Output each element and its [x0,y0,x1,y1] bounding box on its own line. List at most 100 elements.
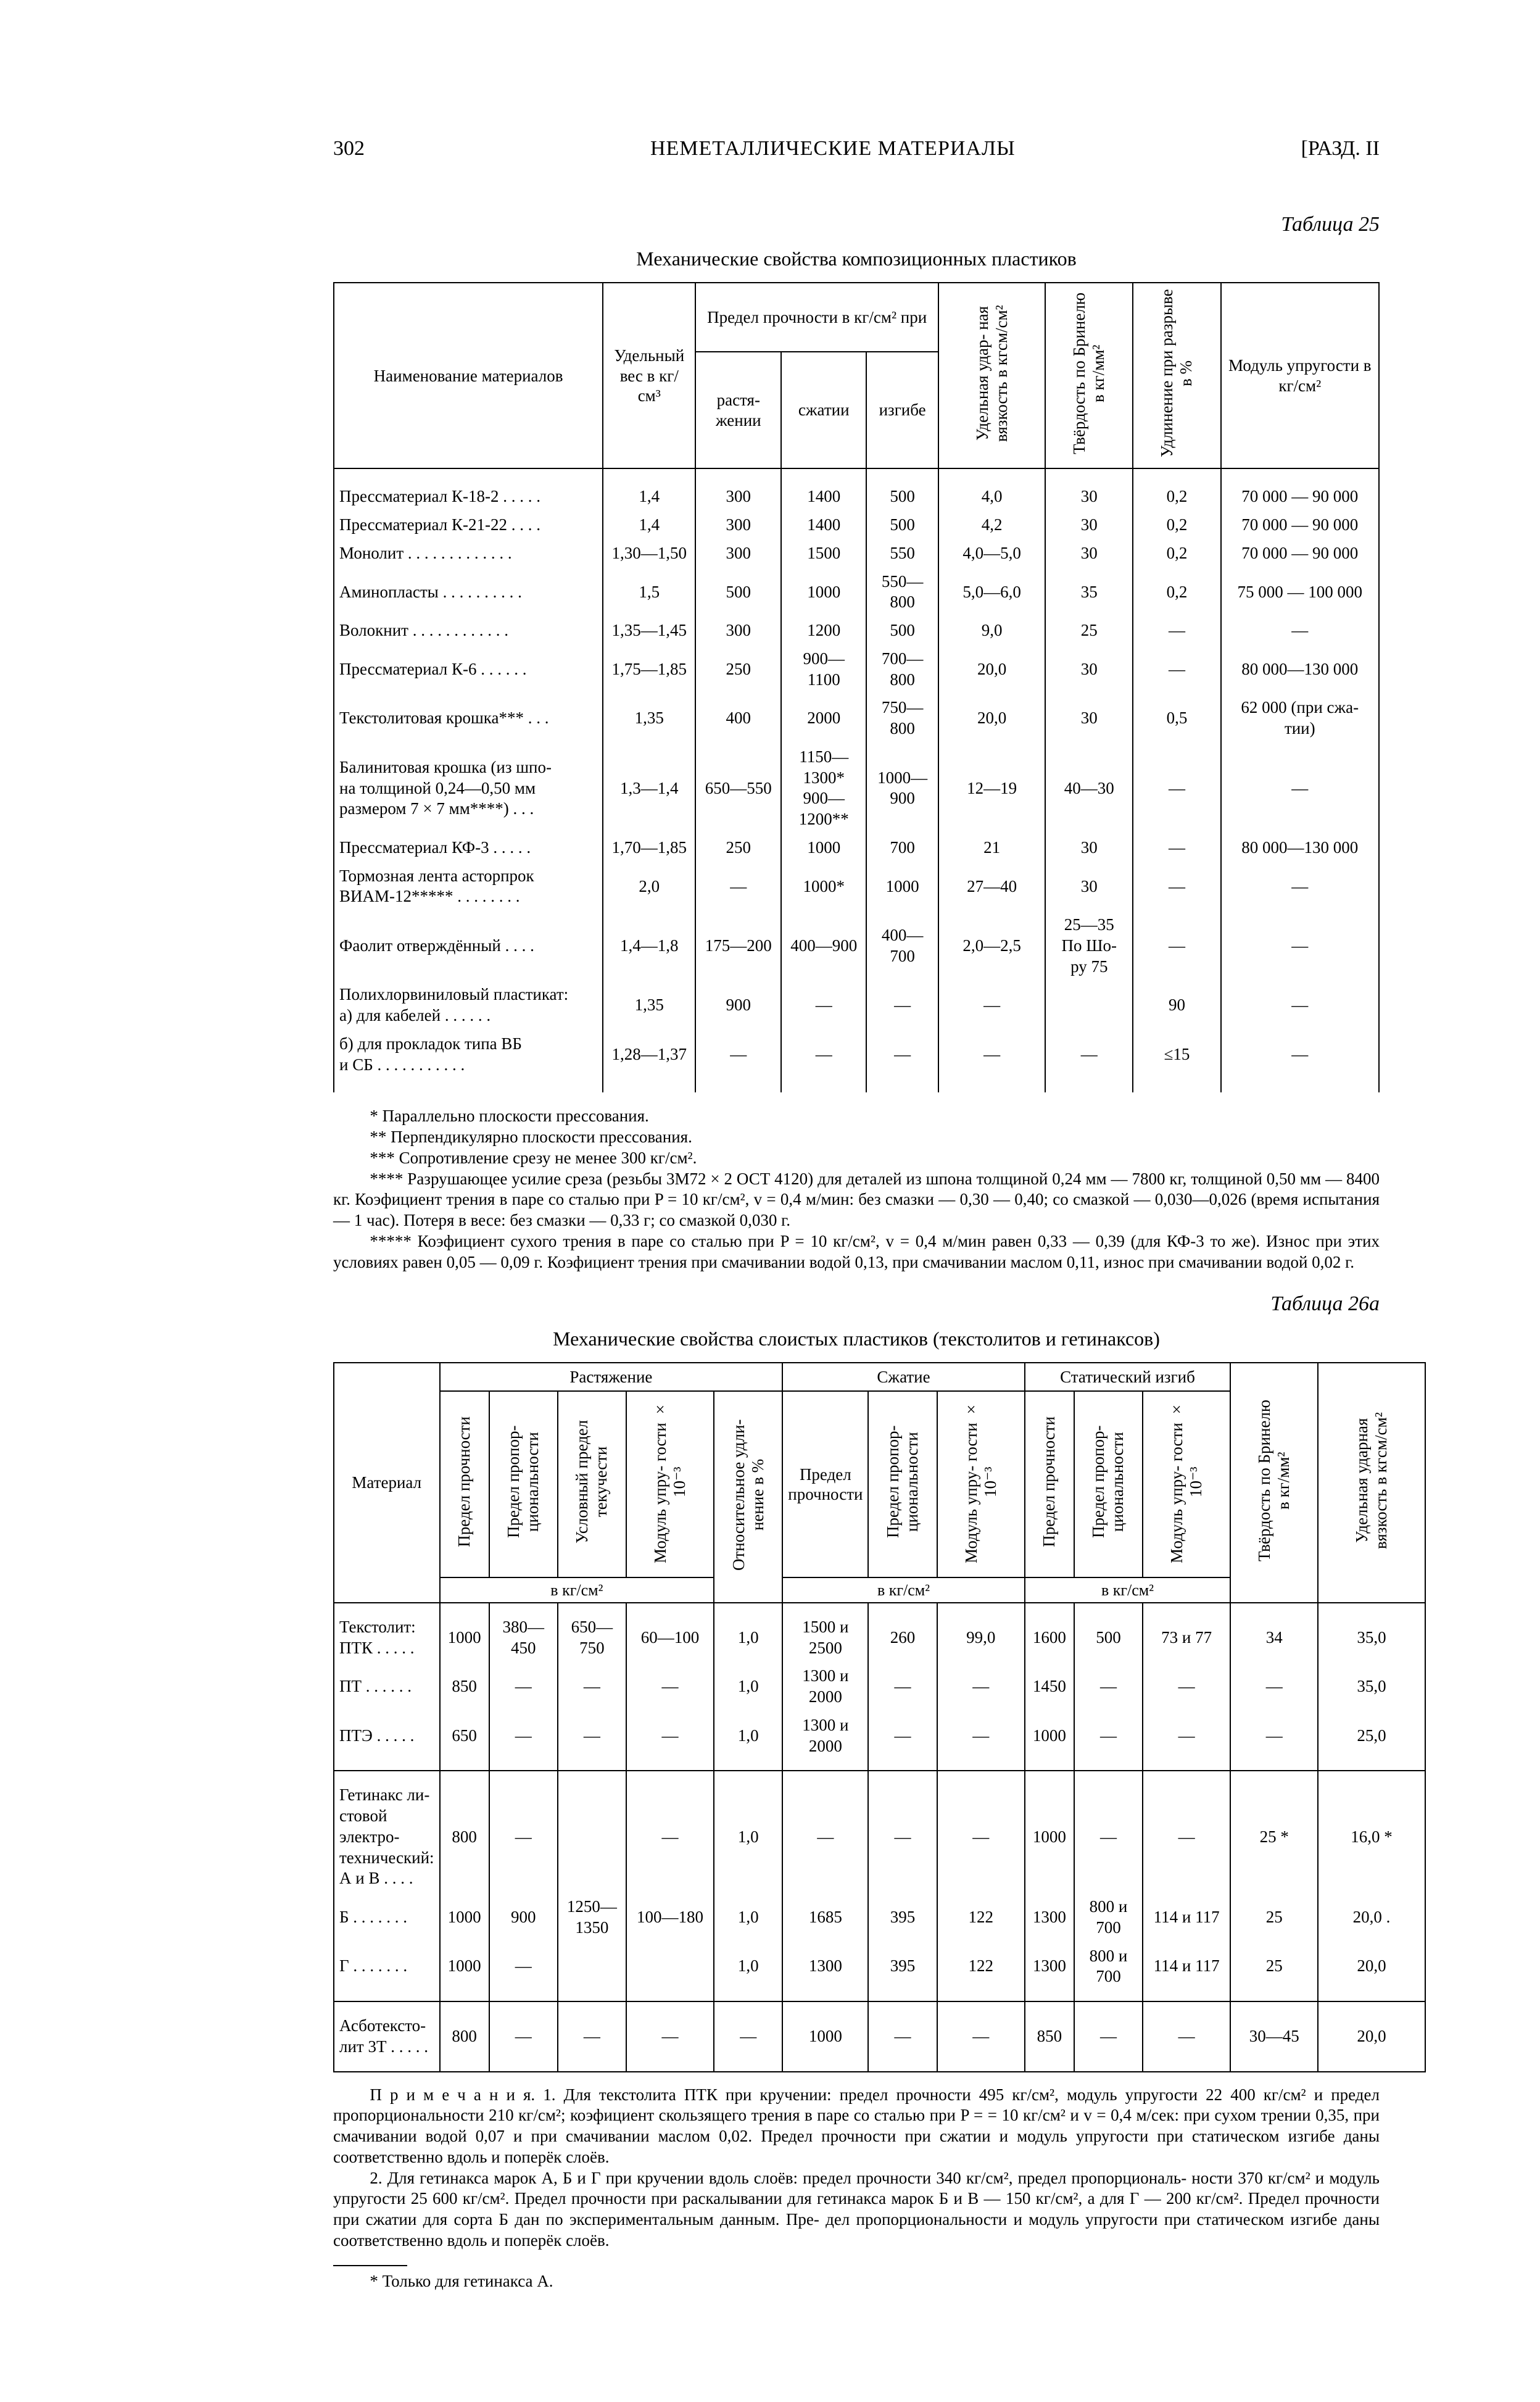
col-tension: растя- жении [716,391,761,429]
table-row: Монолит . . . . . . . . . . . . .1,30—1,… [334,539,1379,568]
cell-value: 0,2 [1133,539,1220,568]
cell-value: 260 [868,1603,937,1663]
cell-value: — [868,2001,937,2072]
cell-value: 1,35 [603,694,695,743]
t-c1: Предел прочности [455,1416,474,1547]
unit1: в кг/см² [550,1581,603,1599]
cell-value: 1,5 [603,568,695,617]
cell-value: 400 [695,694,781,743]
footnote-2: ** Перпендикулярно плоскости прессования… [333,1127,1380,1148]
table-row: Прессматериал К-18-2 . . . . .1,43001400… [334,468,1379,511]
cell-value: 1000 [440,1893,489,1942]
cell-value: 73 и 77 [1143,1603,1230,1663]
cell-name: Монолит . . . . . . . . . . . . . [334,539,603,568]
table-row: Полихлорвиниловый пластикат: а) для кабе… [334,981,1379,1030]
cell-value: 20,0 [1318,2001,1425,2072]
cell-value: 1,75—1,85 [603,645,695,694]
cell-value: 300 [695,539,781,568]
cell-value: 1000 [781,834,866,862]
cell-value: 650 [440,1711,489,1771]
group-tension: Растяжение [569,1368,652,1386]
t-c2: Предел пропор- циональности [504,1395,542,1568]
cell-value: — [868,1662,937,1711]
cell-value: 800 [440,1771,489,1893]
col-impact2: Удельная ударная вязкость в кгсм/см² [1352,1394,1391,1567]
cell-value: — [1143,1771,1230,1893]
cell-value: 800 и 700 [1074,1893,1143,1942]
cell-value: 1000 [866,862,938,912]
cell-value: 20,0 [1318,1942,1425,2002]
table26a-notes: П р и м е ч а н и я. 1. Для текстолита П… [333,2085,1380,2251]
cell-value: 2,0—2,5 [938,911,1045,981]
table-row: Тормозная лента асторпрок ВИАМ-12***** .… [334,862,1379,912]
t-c4: Модуль упру- гости × 10⁻³ [651,1395,689,1568]
cell-value: 650—550 [695,743,781,834]
cell-value: — [1221,981,1379,1030]
cell-value: 300 [695,511,781,539]
table-row: Прессматериал К-21-22 . . . .1,430014005… [334,511,1379,539]
cell-value [626,1942,714,2002]
cell-value: 300 [695,468,781,511]
cell-value: — [1221,617,1379,645]
cell-value: 16,0 * [1318,1771,1425,1893]
cell-value: 70 000 — 90 000 [1221,511,1379,539]
cell-value: 1,35 [603,981,695,1030]
table25-footnotes: * Параллельно плоскости прессования. ** … [333,1106,1380,1273]
cell-value: 1250—1350 [558,1893,626,1942]
cell-value: 20,0 [938,645,1045,694]
cell-value: — [626,1662,714,1711]
cell-value: 1,4—1,8 [603,911,695,981]
cell-value: 1500 [781,539,866,568]
cell-name: Асботексто- лит 3Т . . . . . [334,2001,440,2072]
cell-value: 25 * [1230,1771,1318,1893]
cell-value: 70 000 — 90 000 [1221,468,1379,511]
cell-value: 122 [937,1942,1025,2002]
footnote-1: * Параллельно плоскости прессования. [333,1106,1380,1127]
cell-value: — [868,1711,937,1771]
table-row: б) для прокладок типа ВБ и СБ . . . . . … [334,1030,1379,1093]
cell-value: — [1074,1711,1143,1771]
cell-value: 21 [938,834,1045,862]
cell-value: 0,2 [1133,468,1220,511]
cell-value: 175—200 [695,911,781,981]
note-1: П р и м е ч а н и я. 1. Для текстолита П… [333,2085,1380,2168]
table-row: ПТ . . . . . .850———1,01300 и 2000——1450… [334,1662,1425,1711]
cell-value: 750—800 [866,694,938,743]
cell-value: 700—800 [866,645,938,694]
running-head-title: НЕМЕТАЛЛИЧЕСКИЕ МАТЕРИАЛЫ [365,136,1301,162]
cell-value: 1,70—1,85 [603,834,695,862]
cell-value: 62 000 (при сжа- тии) [1221,694,1379,743]
cell-name: Текстолитовая крошка*** . . . [334,694,603,743]
cell-value: — [782,1771,868,1893]
cell-value: 850 [440,1662,489,1711]
cell-value: — [714,2001,782,2072]
cell-value: — [695,1030,781,1093]
cell-value: 1,4 [603,468,695,511]
footnote-3: *** Сопротивление срезу не менее 300 кг/… [333,1148,1380,1169]
cell-value: 1600 [1025,1603,1074,1663]
cell-value: — [1045,1030,1133,1093]
cell-value: 1300 [1025,1893,1074,1942]
cell-value: — [866,981,938,1030]
cell-value: — [1143,2001,1230,2072]
cell-value: 30 [1045,511,1133,539]
cell-value: 1000 [440,1942,489,2002]
t-c6: Предел прочности [788,1465,863,1503]
cell-value: 2000 [781,694,866,743]
cell-value: 1,30—1,50 [603,539,695,568]
cell-value: 20,0 [938,694,1045,743]
section-label: [РАЗД. II [1301,136,1380,162]
cell-name: Волокнит . . . . . . . . . . . . [334,617,603,645]
page-number: 302 [333,136,365,162]
col-bending: изгибе [879,401,926,419]
cell-value: — [1074,2001,1143,2072]
cell-value: 1685 [782,1893,868,1942]
cell-value: 25 [1045,617,1133,645]
cell-value: — [1221,911,1379,981]
cell-value: 114 и 117 [1143,1942,1230,2002]
cell-value: 400—900 [781,911,866,981]
cell-name: Б . . . . . . . [334,1893,440,1942]
group-compression: Сжатие [877,1368,930,1386]
cell-value: — [489,1711,558,1771]
table-row: Балинитовая крошка (из шпо- на толщиной … [334,743,1379,834]
